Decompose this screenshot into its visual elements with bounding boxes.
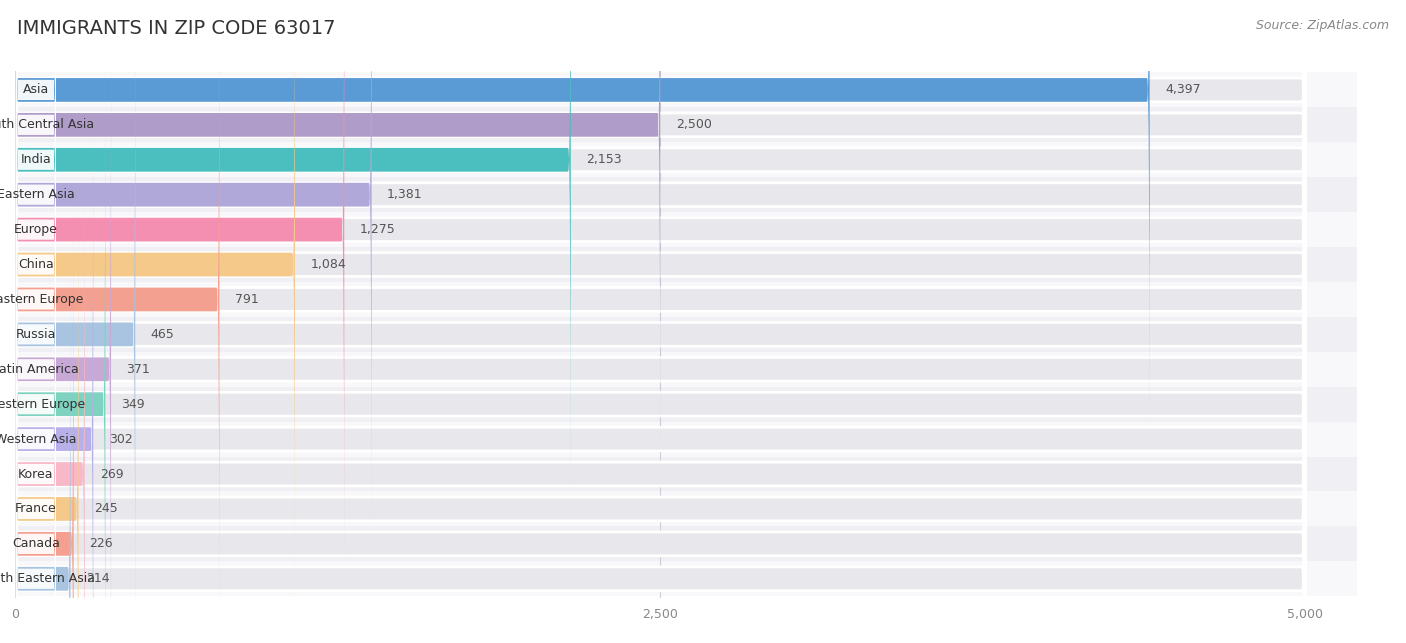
- FancyBboxPatch shape: [15, 0, 1305, 643]
- Text: Korea: Korea: [18, 467, 53, 480]
- FancyBboxPatch shape: [15, 0, 571, 497]
- Text: 302: 302: [108, 433, 132, 446]
- FancyBboxPatch shape: [0, 422, 1357, 457]
- FancyBboxPatch shape: [15, 0, 344, 567]
- FancyBboxPatch shape: [0, 73, 1357, 107]
- Text: IMMIGRANTS IN ZIP CODE 63017: IMMIGRANTS IN ZIP CODE 63017: [17, 19, 336, 39]
- Text: Source: ZipAtlas.com: Source: ZipAtlas.com: [1256, 19, 1389, 32]
- Text: India: India: [21, 153, 51, 167]
- FancyBboxPatch shape: [15, 135, 56, 643]
- FancyBboxPatch shape: [15, 170, 56, 643]
- Text: Western Europe: Western Europe: [0, 398, 86, 411]
- FancyBboxPatch shape: [15, 0, 1305, 532]
- Text: 371: 371: [127, 363, 150, 376]
- FancyBboxPatch shape: [15, 67, 1305, 643]
- FancyBboxPatch shape: [15, 0, 1305, 637]
- FancyBboxPatch shape: [15, 67, 105, 643]
- FancyBboxPatch shape: [0, 282, 1357, 317]
- FancyBboxPatch shape: [15, 102, 1305, 643]
- Text: 2,153: 2,153: [586, 153, 621, 167]
- Text: 1,084: 1,084: [311, 258, 346, 271]
- Text: Canada: Canada: [11, 538, 60, 550]
- FancyBboxPatch shape: [0, 317, 1357, 352]
- FancyBboxPatch shape: [15, 32, 111, 643]
- Text: Asia: Asia: [22, 84, 49, 96]
- FancyBboxPatch shape: [15, 206, 73, 643]
- Text: Europe: Europe: [14, 223, 58, 236]
- FancyBboxPatch shape: [15, 0, 371, 532]
- FancyBboxPatch shape: [15, 240, 56, 643]
- FancyBboxPatch shape: [0, 352, 1357, 386]
- FancyBboxPatch shape: [15, 0, 1305, 567]
- Text: Eastern Europe: Eastern Europe: [0, 293, 83, 306]
- FancyBboxPatch shape: [15, 0, 1305, 497]
- Text: Latin America: Latin America: [0, 363, 79, 376]
- FancyBboxPatch shape: [15, 242, 1305, 643]
- Text: South Central Asia: South Central Asia: [0, 118, 94, 131]
- FancyBboxPatch shape: [15, 137, 84, 643]
- FancyBboxPatch shape: [15, 0, 661, 462]
- FancyBboxPatch shape: [15, 0, 56, 359]
- Text: Eastern Asia: Eastern Asia: [0, 188, 75, 201]
- FancyBboxPatch shape: [15, 0, 1305, 427]
- FancyBboxPatch shape: [15, 0, 295, 602]
- FancyBboxPatch shape: [15, 0, 56, 464]
- Text: 349: 349: [121, 398, 145, 411]
- Text: China: China: [18, 258, 53, 271]
- FancyBboxPatch shape: [15, 0, 56, 499]
- FancyBboxPatch shape: [15, 100, 56, 638]
- FancyBboxPatch shape: [15, 0, 219, 637]
- FancyBboxPatch shape: [15, 0, 135, 643]
- FancyBboxPatch shape: [15, 0, 1305, 602]
- FancyBboxPatch shape: [15, 275, 56, 643]
- FancyBboxPatch shape: [15, 242, 70, 643]
- Text: 791: 791: [235, 293, 259, 306]
- Text: 226: 226: [89, 538, 112, 550]
- FancyBboxPatch shape: [15, 204, 56, 643]
- FancyBboxPatch shape: [15, 206, 1305, 643]
- FancyBboxPatch shape: [0, 561, 1357, 596]
- Text: Western Asia: Western Asia: [0, 433, 76, 446]
- FancyBboxPatch shape: [15, 30, 56, 568]
- Text: 4,397: 4,397: [1166, 84, 1201, 96]
- FancyBboxPatch shape: [15, 0, 1150, 427]
- FancyBboxPatch shape: [15, 137, 1305, 643]
- FancyBboxPatch shape: [0, 247, 1357, 282]
- FancyBboxPatch shape: [0, 457, 1357, 491]
- FancyBboxPatch shape: [0, 491, 1357, 527]
- FancyBboxPatch shape: [0, 177, 1357, 212]
- Text: France: France: [15, 502, 56, 516]
- Text: 465: 465: [150, 328, 174, 341]
- FancyBboxPatch shape: [15, 0, 56, 394]
- Text: 214: 214: [86, 572, 110, 585]
- FancyBboxPatch shape: [0, 386, 1357, 422]
- Text: 245: 245: [94, 502, 118, 516]
- Text: 1,275: 1,275: [360, 223, 395, 236]
- Text: Russia: Russia: [15, 328, 56, 341]
- FancyBboxPatch shape: [0, 142, 1357, 177]
- FancyBboxPatch shape: [15, 0, 1305, 462]
- FancyBboxPatch shape: [0, 527, 1357, 561]
- FancyBboxPatch shape: [15, 0, 56, 534]
- FancyBboxPatch shape: [15, 102, 93, 643]
- FancyBboxPatch shape: [15, 309, 56, 643]
- FancyBboxPatch shape: [15, 0, 56, 429]
- Text: 2,500: 2,500: [676, 118, 711, 131]
- FancyBboxPatch shape: [15, 172, 79, 643]
- FancyBboxPatch shape: [15, 32, 1305, 643]
- FancyBboxPatch shape: [15, 172, 1305, 643]
- Text: 1,381: 1,381: [387, 188, 423, 201]
- Text: 269: 269: [100, 467, 124, 480]
- FancyBboxPatch shape: [15, 65, 56, 604]
- Text: South Eastern Asia: South Eastern Asia: [0, 572, 94, 585]
- FancyBboxPatch shape: [0, 107, 1357, 142]
- FancyBboxPatch shape: [0, 212, 1357, 247]
